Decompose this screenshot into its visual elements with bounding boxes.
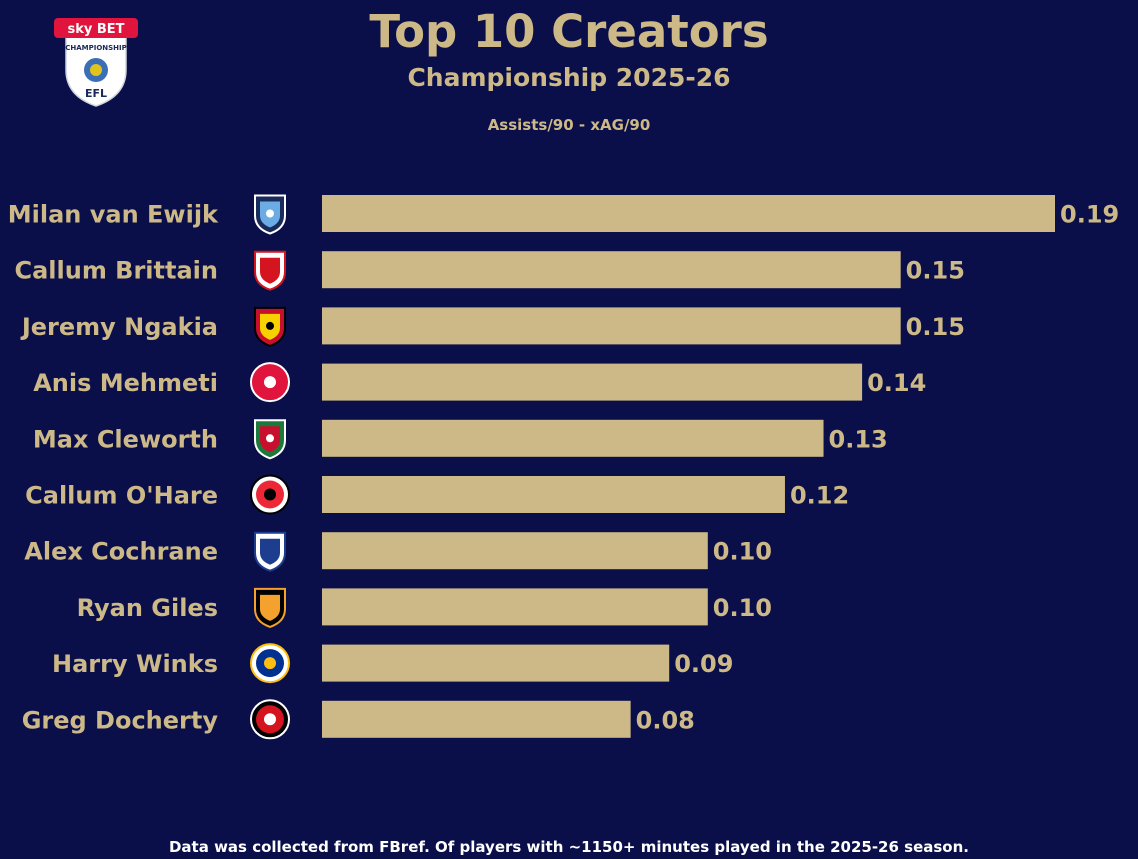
- bar-row: Callum O'Hare 0.12: [25, 474, 849, 515]
- efl-text: EFL: [85, 87, 107, 100]
- leicester-city-badge-icon: [250, 643, 290, 684]
- bar: [322, 476, 785, 513]
- bar: [322, 588, 708, 626]
- bar: [322, 532, 708, 570]
- player-label: Callum Brittain: [14, 257, 218, 285]
- player-label: Greg Docherty: [22, 706, 219, 734]
- bar: [322, 700, 631, 738]
- bar-row: Alex Cochrane 0.10: [24, 531, 772, 572]
- metric-label: Assists/90 - xAG/90: [487, 116, 651, 134]
- player-label: Alex Cochrane: [24, 538, 218, 566]
- bar-row: Milan van Ewijk 0.19: [8, 194, 1119, 235]
- wrexham-badge-icon: [254, 419, 286, 460]
- sky-bet-text: sky BET: [67, 22, 124, 37]
- sheffield-united-badge-icon: [250, 474, 290, 515]
- bar-row: Anis Mehmeti 0.14: [33, 362, 926, 403]
- value-label: 0.12: [790, 482, 849, 510]
- chart-title: Top 10 Creators: [369, 5, 769, 58]
- bar-row: Callum Brittain 0.15: [14, 250, 965, 291]
- bar: [322, 195, 1055, 232]
- bar: [322, 419, 824, 457]
- middlesbrough-badge-icon: [254, 250, 286, 291]
- bar-row: Jeremy Ngakia 0.15: [20, 306, 965, 347]
- bar: [322, 644, 670, 682]
- hull-city-badge-icon: [254, 587, 286, 628]
- bar-row: Harry Winks 0.09: [52, 643, 733, 684]
- player-label: Ryan Giles: [77, 594, 218, 622]
- championship-text: CHAMPIONSHIP: [65, 44, 127, 52]
- efl-championship-logo-icon: sky BET CHAMPIONSHIP EFL: [54, 18, 138, 107]
- chart-subtitle: Championship 2025-26: [407, 63, 731, 92]
- player-label: Max Cleworth: [33, 425, 218, 453]
- bar-row: Ryan Giles 0.10: [77, 587, 772, 628]
- value-label: 0.14: [867, 369, 926, 397]
- value-label: 0.15: [906, 257, 965, 285]
- bristol-city-badge-icon: [250, 362, 290, 403]
- player-label: Anis Mehmeti: [33, 369, 218, 397]
- value-label: 0.10: [713, 594, 772, 622]
- bar: [322, 251, 901, 289]
- bar-row: Max Cleworth 0.13: [33, 419, 888, 460]
- coventry-badge-icon: [254, 194, 286, 235]
- player-label: Callum O'Hare: [25, 482, 218, 510]
- watford-badge-icon: [254, 306, 286, 347]
- bar: [322, 307, 901, 345]
- player-label: Harry Winks: [52, 650, 218, 678]
- value-label: 0.10: [713, 538, 772, 566]
- bar: [322, 363, 863, 401]
- value-label: 0.08: [636, 706, 695, 734]
- value-label: 0.19: [1060, 201, 1119, 229]
- player-label: Milan van Ewijk: [8, 201, 219, 229]
- value-label: 0.09: [674, 650, 733, 678]
- footer-note: Data was collected from FBref. Of player…: [168, 838, 969, 856]
- bar-row: Greg Docherty 0.08: [22, 699, 695, 740]
- value-label: 0.15: [906, 313, 965, 341]
- birmingham-city-badge-icon: [254, 531, 286, 572]
- sky-bet-banner: [54, 18, 138, 38]
- charlton-athletic-badge-icon: [250, 699, 290, 740]
- value-label: 0.13: [829, 425, 888, 453]
- player-label: Jeremy Ngakia: [20, 313, 218, 341]
